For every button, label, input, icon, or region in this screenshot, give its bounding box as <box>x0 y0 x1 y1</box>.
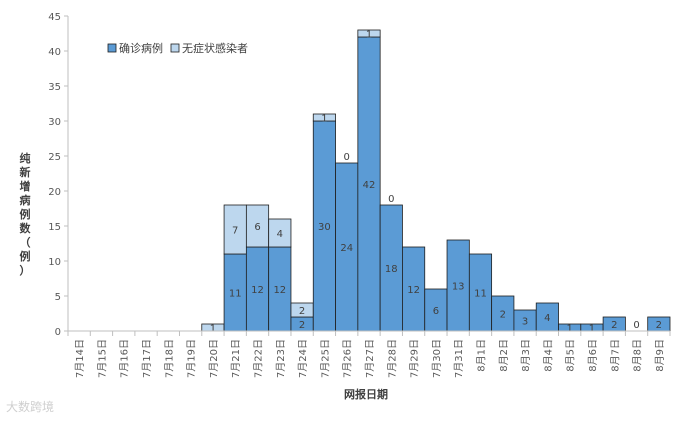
y-tick-label: 20 <box>48 187 61 198</box>
x-tick-label: 8月2日 <box>498 339 510 372</box>
x-tick-label: 7月26日 <box>342 339 354 378</box>
data-label: 2 <box>299 306 305 317</box>
x-tick-label: 7月29日 <box>409 339 421 378</box>
x-tick-label: 7月31日 <box>453 339 465 378</box>
x-tick-label: 8月5日 <box>565 339 577 372</box>
data-label: 2 <box>611 320 617 331</box>
y-axis-title-char: （ <box>20 236 31 249</box>
data-label: 1 <box>566 324 572 335</box>
x-tick-label: 7月25日 <box>319 339 331 378</box>
data-label: 12 <box>273 285 286 296</box>
data-label: 1 <box>366 30 372 41</box>
x-tick-label: 7月23日 <box>275 339 287 378</box>
data-label: 12 <box>251 285 264 296</box>
x-tick-label: 7月27日 <box>364 339 376 378</box>
data-label: 2 <box>656 320 662 331</box>
y-tick-label: 10 <box>48 257 61 268</box>
y-axis-title-char: 增 <box>20 179 31 193</box>
data-label: 42 <box>363 180 376 191</box>
legend-swatch <box>170 43 180 53</box>
y-tick-label: 45 <box>48 12 61 23</box>
x-tick-label: 7月19日 <box>186 339 198 378</box>
y-tick-label: 5 <box>55 292 61 303</box>
x-tick-label: 7月14日 <box>74 339 86 378</box>
x-tick-label: 7月22日 <box>253 339 265 378</box>
data-label: 0 <box>633 320 639 331</box>
bar <box>268 218 292 248</box>
y-axis-title-char: 例 <box>20 249 31 263</box>
data-label: 24 <box>340 243 353 254</box>
data-label: 11 <box>229 289 242 300</box>
x-tick-label: 7月24日 <box>297 339 309 378</box>
x-tick-label: 8月7日 <box>609 339 621 372</box>
y-axis-title-char: ） <box>20 264 31 277</box>
x-tick-label: 7月17日 <box>141 339 153 378</box>
data-label: 0 <box>344 152 350 163</box>
data-label: 3 <box>522 317 528 328</box>
data-label: 7 <box>232 226 238 237</box>
x-tick-label: 7月30日 <box>431 339 443 378</box>
x-axis: 7月14日 7月15日 7月16日 7月17日 7月18日 7月19日 7月20日 7月21日… <box>67 330 671 378</box>
y-tick-label: 35 <box>48 82 61 93</box>
data-label: 1 <box>210 324 216 335</box>
legend: 确诊病例 无症状感染者 <box>107 41 248 55</box>
data-label: 2 <box>500 310 506 321</box>
data-label: 6 <box>433 306 439 317</box>
data-label: 1 <box>321 114 327 125</box>
legend-label: 无症状感染者 <box>182 41 248 55</box>
x-tick-label: 7月21日 <box>230 339 242 378</box>
y-tick-label: 25 <box>48 152 61 163</box>
x-tick-label: 8月4日 <box>542 339 554 372</box>
data-label: 4 <box>277 229 283 240</box>
y-axis-title-char: 纯 <box>20 151 31 165</box>
x-tick-label: 7月18日 <box>163 339 175 378</box>
x-tick-label: 8月9日 <box>654 339 666 372</box>
y-tick-label: 0 <box>55 327 61 338</box>
y-axis: 0 5 10 15 20 25 30 35 40 45 <box>48 12 69 338</box>
x-axis-title: 网报日期 <box>344 387 388 401</box>
y-axis-title-char: 病 <box>20 193 31 207</box>
y-axis-title-char: 例 <box>20 207 31 221</box>
bar <box>312 113 336 122</box>
data-label: 13 <box>452 282 465 293</box>
y-axis-title-char: 新 <box>20 165 31 179</box>
watermark: 大数跨境 <box>6 400 55 414</box>
x-tick-label: 7月28日 <box>386 339 398 378</box>
data-label: 11 <box>474 289 487 300</box>
y-tick-label: 40 <box>48 47 61 58</box>
data-label: 30 <box>318 222 331 233</box>
data-label: 18 <box>385 264 398 275</box>
y-tick-label: 15 <box>48 222 61 233</box>
y-tick-label: 30 <box>48 117 61 128</box>
x-tick-label: 8月6日 <box>587 339 599 372</box>
x-tick-label: 8月1日 <box>475 339 487 372</box>
x-tick-label: 7月20日 <box>208 339 220 378</box>
bar <box>357 29 381 38</box>
data-label: 4 <box>544 313 550 324</box>
x-tick-label: 7月16日 <box>119 339 131 378</box>
data-label: 0 <box>388 194 394 205</box>
data-label: 6 <box>254 222 260 233</box>
data-label: 12 <box>407 285 420 296</box>
legend-label: 确诊病例 <box>119 41 163 55</box>
bars <box>201 29 671 332</box>
y-axis-title-char: 数 <box>20 221 32 235</box>
data-label: 1 <box>589 324 595 335</box>
legend-swatch <box>107 43 117 53</box>
x-tick-label: 8月8日 <box>632 339 644 372</box>
data-label: 2 <box>299 320 305 331</box>
x-tick-label: 7月15日 <box>96 339 108 378</box>
x-tick-label: 8月3日 <box>520 339 532 372</box>
